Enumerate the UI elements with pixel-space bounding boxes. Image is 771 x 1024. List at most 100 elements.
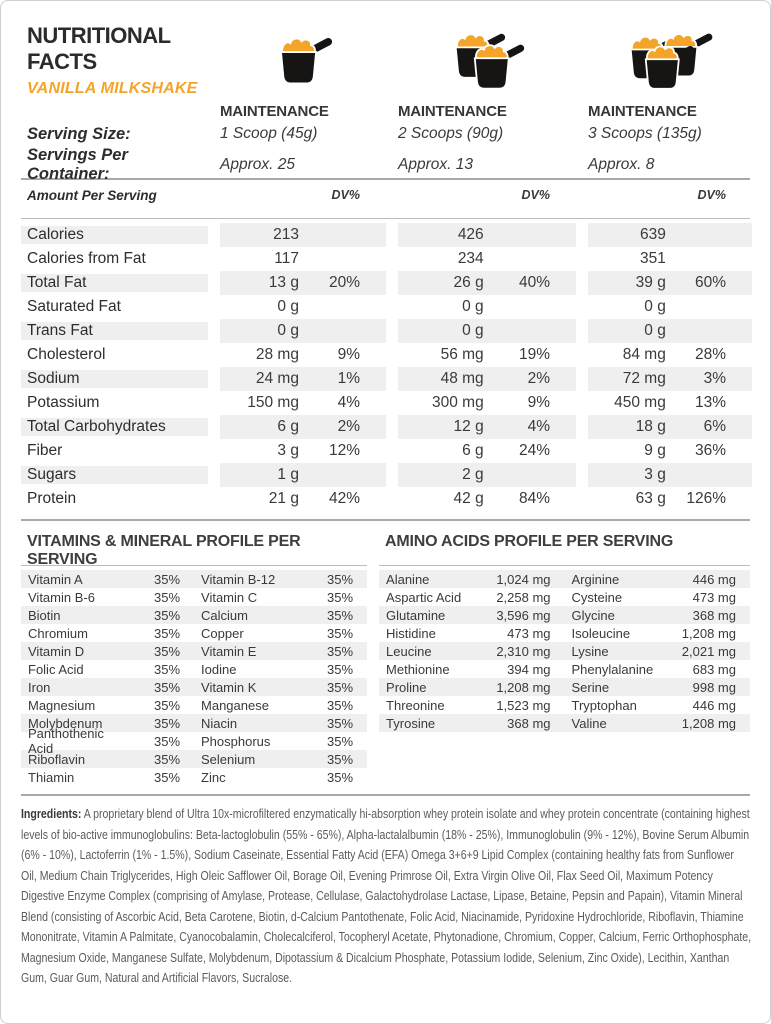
scoop-icon-single — [273, 35, 333, 86]
nutrient-value-col3: 18 g 6% — [588, 415, 752, 439]
nutrient-value-col3: 9 g 36% — [644, 442, 726, 459]
amino-acid-row: Threonine 1,523 mg Tryptophan 446 mg — [386, 697, 736, 713]
nutrient-name: Protein — [27, 490, 77, 507]
vitamin-row: Molybdenum 35% Niacin 35% — [21, 714, 368, 732]
dv-header-1: DV% — [331, 188, 360, 202]
nutrient-value-col2: 12 g 4% — [398, 415, 576, 439]
amino-acid-row: Aspartic Acid 2,258 mg Cysteine 473 mg — [386, 589, 736, 605]
nutrient-row: Cholesterol 28 mg 9% 56 mg 19% 84 mg 28% — [21, 343, 750, 367]
nutrient-value-col3: 72 mg 3% — [588, 367, 752, 391]
vitamins-table: Vitamin A 35% Vitamin B-12 35% Vitamin B-6… — [21, 570, 368, 786]
nutrient-value-col3: 63 g 126% — [635, 490, 726, 507]
nutrient-value-col2: 6 g 24% — [462, 442, 550, 459]
amino-acids-block: AMINO ACIDS PROFILE PER SERVING Alanine 1… — [379, 527, 750, 786]
ingredients-text: A proprietary blend of Ultra 10x-microfi… — [21, 806, 752, 985]
vitamins-block: VITAMINS & MINERAL PROFILE PER SERVING V… — [21, 527, 368, 786]
nutrient-name: Potassium — [27, 394, 100, 411]
nutrient-value-col2: 300 mg 9% — [431, 394, 550, 411]
amino-acid-row: Proline 1,208 mg Serine 998 mg — [379, 678, 750, 696]
serving-size-label: Serving Size: — [27, 124, 131, 143]
nutrient-name: Total Carbohydrates — [21, 418, 208, 436]
nutrient-value-col3: 0 g — [644, 298, 666, 315]
amino-acid-row: Histidine 473 mg Isoleucine 1,208 mg — [386, 625, 736, 641]
divider — [21, 178, 750, 180]
nutrient-row: Sodium 24 mg 1% 48 mg 2% 72 mg 3% — [21, 367, 752, 391]
column-1-header — [220, 23, 386, 98]
divider — [21, 519, 750, 521]
vitamin-row: Vitamin A 35% Vitamin B-12 35% — [21, 570, 368, 588]
nutrient-name: Sodium — [21, 370, 208, 388]
servings-count-2: Approx. 13 — [398, 156, 473, 173]
nutrient-value-col1: 117 — [274, 250, 299, 267]
nutrient-value-col1: 24 mg 1% — [220, 367, 386, 391]
nutrient-value-col2: 42 g 84% — [453, 490, 550, 507]
vitamin-row: Folic Acid 35% Iodine 35% — [28, 661, 354, 677]
plan-name-2: MAINTENANCE — [398, 103, 507, 120]
nutrient-row: Calories 213 426 639 — [21, 223, 752, 247]
vitamin-row: Thiamin 35% Zinc 35% — [28, 769, 354, 785]
nutrient-name: Trans Fat — [21, 322, 208, 340]
vitamins-title: VITAMINS & MINERAL PROFILE PER SERVING — [27, 533, 301, 568]
nutrient-row: Trans Fat 0 g 0 g 0 g — [21, 319, 752, 343]
amino-acid-row: Alanine 1,024 mg Arginine 446 mg — [379, 570, 750, 588]
column-3-header — [588, 23, 752, 98]
vitamin-row: Panthothenic Acid 35% Phosphorus 35% — [28, 726, 354, 756]
nutrient-value-col1: 150 mg 4% — [247, 394, 360, 411]
divider — [21, 565, 368, 566]
amino-acid-row: Tyrosine 368 mg Valine 1,208 mg — [379, 714, 750, 732]
vitamin-row: Iron 35% Vitamin K 35% — [21, 678, 368, 696]
nutrient-row: Sugars 1 g 2 g 3 g — [21, 463, 752, 487]
scoop-icon-triple — [623, 31, 717, 91]
table-header-row: Amount Per Serving DV% DV% DV% — [21, 180, 750, 210]
servings-per-container-row: Servings Per Container: Approx. 25 Appro… — [21, 146, 750, 183]
nutrient-value-col3: 3 g — [588, 463, 752, 487]
nutrient-value-col1: 0 g — [220, 319, 386, 343]
vitamin-row: Chromium 35% Copper 35% — [28, 625, 354, 641]
servings-per-container-label: Servings Per Container: — [27, 146, 128, 183]
amount-per-serving-label: Amount Per Serving — [27, 187, 157, 203]
nutrient-value-col2: 56 mg 19% — [440, 346, 550, 363]
vitamin-row: Riboflavin 35% Selenium 35% — [21, 750, 368, 768]
nutrient-value-col3: 639 — [588, 223, 752, 247]
amino-acid-row: Methionine 394 mg Phenylalanine 683 mg — [386, 661, 736, 677]
nutrient-value-col1: 21 g 42% — [268, 490, 360, 507]
profiles-section: VITAMINS & MINERAL PROFILE PER SERVING V… — [21, 527, 750, 786]
nutrient-value-col1: 1 g — [220, 463, 386, 487]
serving-size-row: Serving Size: 1 Scoop (45g) 2 Scoops (90… — [21, 122, 750, 146]
column-2-header — [398, 23, 576, 98]
nutrient-row: Protein 21 g 42% 42 g 84% 63 g 126% — [21, 487, 750, 511]
serving-size-1: 1 Scoop (45g) — [220, 125, 318, 142]
vitamin-row: Biotin 35% Calcium 35% — [21, 606, 368, 624]
nutrient-row: Calories from Fat 117 234 351 — [21, 247, 750, 271]
amino-acid-row: Leucine 2,310 mg Lysine 2,021 mg — [379, 642, 750, 660]
nutrient-value-col3: 0 g — [588, 319, 752, 343]
nutrient-value-col3: 84 mg 28% — [622, 346, 726, 363]
nutrient-value-col2: 48 mg 2% — [398, 367, 576, 391]
vitamin-row: Vitamin D 35% Vitamin E 35% — [21, 642, 368, 660]
dv-header-2: DV% — [521, 188, 550, 202]
nutrient-name: Cholesterol — [27, 346, 106, 363]
nutrient-row: Total Fat 13 g 20% 26 g 40% 39 g 60% — [21, 271, 752, 295]
nutrient-value-col1: 0 g — [277, 298, 299, 315]
divider — [21, 794, 750, 796]
label-header: NUTRITIONAL FACTS VANILLA MILKSHAKE — [21, 23, 750, 97]
nutrient-value-col2: 426 — [398, 223, 576, 247]
page-title: NUTRITIONAL FACTS — [27, 23, 171, 74]
nutrient-row: Potassium 150 mg 4% 300 mg 9% 450 mg 13% — [21, 391, 750, 415]
nutrient-value-col3: 450 mg 13% — [614, 394, 726, 411]
nutrient-value-col2: 234 — [457, 250, 484, 267]
nutrient-value-col1: 3 g 12% — [277, 442, 360, 459]
amino-acids-title: AMINO ACIDS PROFILE PER SERVING — [385, 533, 674, 550]
nutrient-value-col1: 213 — [220, 223, 386, 247]
vitamin-row: Vitamin B-6 35% Vitamin C 35% — [28, 589, 354, 605]
nutrient-value-col2: 2 g — [398, 463, 576, 487]
nutrient-name: Total Fat — [21, 274, 208, 292]
scoop-icon-double — [448, 31, 526, 91]
nutrient-value-col2: 26 g 40% — [398, 271, 576, 295]
servings-count-1: Approx. 25 — [220, 156, 295, 173]
nutrient-value-col2: 0 g — [398, 319, 576, 343]
plan-name-3: MAINTENANCE — [588, 103, 697, 120]
amino-acid-row: Glutamine 3,596 mg Glycine 368 mg — [379, 606, 750, 624]
serving-size-3: 3 Scoops (135g) — [588, 125, 702, 142]
